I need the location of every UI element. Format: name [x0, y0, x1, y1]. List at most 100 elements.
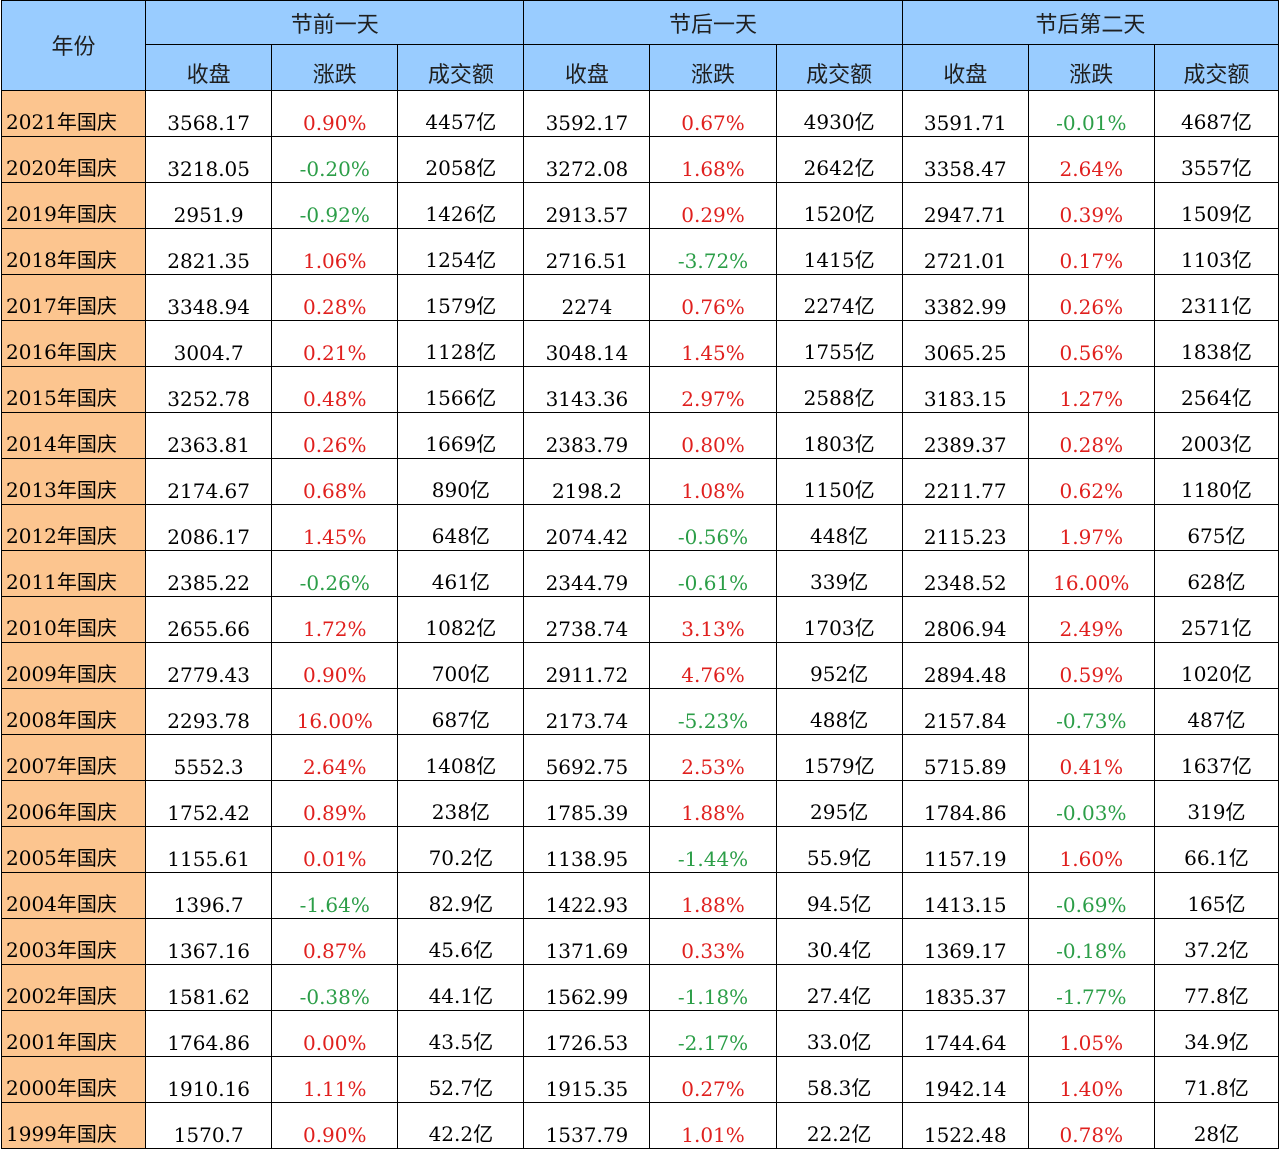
- year-column-header: 年份: [0, 0, 147, 91]
- table-row: 2007年国庆 5552.3 2.64% 1408亿 5692.75 2.53% 1579亿…: [0, 734, 1280, 781]
- close-cell: 2274: [523, 274, 651, 321]
- volume-cell: 2274亿: [775, 274, 903, 321]
- year-cell: 2019年国庆: [0, 182, 147, 229]
- change-cell: -1.18%: [649, 964, 777, 1011]
- change-cell: 0.01%: [271, 826, 399, 873]
- change-cell: 0.59%: [1027, 642, 1155, 689]
- volume-cell: 648亿: [397, 504, 525, 551]
- change-cell: 2.53%: [649, 734, 777, 781]
- change-cell: -0.61%: [649, 550, 777, 597]
- change-cell: 2.64%: [1027, 136, 1155, 183]
- close-cell: 3218.05: [145, 136, 273, 183]
- change-cell: 0.33%: [649, 918, 777, 965]
- change-cell: 0.17%: [1027, 228, 1155, 275]
- change-cell: -1.64%: [271, 872, 399, 919]
- table-row: 2004年国庆 1396.7 -1.64% 82.9亿 1422.93 1.88% 94.5…: [0, 872, 1280, 919]
- volume-cell: 33.0亿: [775, 1010, 903, 1057]
- change-cell: 0.90%: [271, 90, 399, 137]
- column-header-change: 涨跌: [649, 44, 777, 91]
- close-cell: 1522.48: [901, 1102, 1029, 1149]
- year-cell: 2006年国庆: [0, 780, 147, 827]
- header-column-row: 收盘 涨跌 成交额 收盘 涨跌 成交额 收盘 涨跌 成交额: [2, 44, 1280, 91]
- change-cell: 16.00%: [271, 688, 399, 735]
- change-cell: -5.23%: [649, 688, 777, 735]
- table-row: 2017年国庆 3348.94 0.28% 1579亿 2274 0.76% 2274亿 33…: [0, 274, 1280, 321]
- year-cell: 2000年国庆: [0, 1056, 147, 1103]
- close-cell: 2913.57: [523, 182, 651, 229]
- table-row: 2002年国庆 1581.62 -0.38% 44.1亿 1562.99 -1.18% 27…: [0, 964, 1280, 1011]
- volume-cell: 687亿: [397, 688, 525, 735]
- volume-cell: 1180亿: [1153, 458, 1280, 505]
- volume-cell: 34.9亿: [1153, 1010, 1280, 1057]
- close-cell: 1562.99: [523, 964, 651, 1011]
- volume-cell: 488亿: [775, 688, 903, 735]
- volume-cell: 2564亿: [1153, 366, 1280, 413]
- change-cell: 0.87%: [271, 918, 399, 965]
- change-cell: 0.80%: [649, 412, 777, 459]
- volume-cell: 1637亿: [1153, 734, 1280, 781]
- close-cell: 2344.79: [523, 550, 651, 597]
- close-cell: 5552.3: [145, 734, 273, 781]
- close-cell: 1910.16: [145, 1056, 273, 1103]
- year-cell: 2003年国庆: [0, 918, 147, 965]
- year-cell: 2018年国庆: [0, 228, 147, 275]
- close-cell: 3143.36: [523, 366, 651, 413]
- change-cell: 0.48%: [271, 366, 399, 413]
- change-cell: 0.89%: [271, 780, 399, 827]
- close-cell: 1369.17: [901, 918, 1029, 965]
- close-cell: 2911.72: [523, 642, 651, 689]
- close-cell: 3272.08: [523, 136, 651, 183]
- change-cell: 1.68%: [649, 136, 777, 183]
- change-cell: -2.17%: [649, 1010, 777, 1057]
- change-cell: -0.69%: [1027, 872, 1155, 919]
- close-cell: 1138.95: [523, 826, 651, 873]
- column-header-close: 收盘: [523, 44, 651, 91]
- close-cell: 1371.69: [523, 918, 651, 965]
- table-row: 2009年国庆 2779.43 0.90% 700亿 2911.72 4.76% 952亿 2…: [0, 642, 1280, 689]
- close-cell: 5692.75: [523, 734, 651, 781]
- volume-cell: 1128亿: [397, 320, 525, 367]
- change-cell: -0.20%: [271, 136, 399, 183]
- change-cell: 2.49%: [1027, 596, 1155, 643]
- column-header-close: 收盘: [145, 44, 273, 91]
- year-cell: 2015年国庆: [0, 366, 147, 413]
- close-cell: 2806.94: [901, 596, 1029, 643]
- change-cell: 1.05%: [1027, 1010, 1155, 1057]
- change-cell: 1.45%: [271, 504, 399, 551]
- close-cell: 2894.48: [901, 642, 1029, 689]
- volume-cell: 1838亿: [1153, 320, 1280, 367]
- year-cell: 2010年国庆: [0, 596, 147, 643]
- volume-cell: 2058亿: [397, 136, 525, 183]
- volume-cell: 339亿: [775, 550, 903, 597]
- table-row: 2011年国庆 2385.22 -0.26% 461亿 2344.79 -0.61% 339…: [0, 550, 1280, 597]
- year-cell: 2011年国庆: [0, 550, 147, 597]
- close-cell: 3568.17: [145, 90, 273, 137]
- close-cell: 1537.79: [523, 1102, 651, 1149]
- volume-cell: 94.5亿: [775, 872, 903, 919]
- volume-cell: 2571亿: [1153, 596, 1280, 643]
- change-cell: 1.06%: [271, 228, 399, 275]
- change-cell: -3.72%: [649, 228, 777, 275]
- year-cell: 2007年国庆: [0, 734, 147, 781]
- table-row: 2020年国庆 3218.05 -0.20% 2058亿 3272.08 1.68% 264…: [0, 136, 1280, 183]
- volume-cell: 82.9亿: [397, 872, 525, 919]
- group-header-second-day-after: 节后第二天: [901, 0, 1280, 45]
- close-cell: 3048.14: [523, 320, 651, 367]
- change-cell: -0.73%: [1027, 688, 1155, 735]
- volume-cell: 448亿: [775, 504, 903, 551]
- change-cell: 1.11%: [271, 1056, 399, 1103]
- column-header-change: 涨跌: [271, 44, 399, 91]
- volume-cell: 1520亿: [775, 182, 903, 229]
- volume-cell: 43.5亿: [397, 1010, 525, 1057]
- change-cell: 0.39%: [1027, 182, 1155, 229]
- volume-cell: 1803亿: [775, 412, 903, 459]
- volume-cell: 238亿: [397, 780, 525, 827]
- table-row: 2015年国庆 3252.78 0.48% 1566亿 3143.36 2.97% 2588…: [0, 366, 1280, 413]
- group-header-day-after: 节后一天: [523, 0, 903, 45]
- volume-cell: 675亿: [1153, 504, 1280, 551]
- change-cell: 0.26%: [1027, 274, 1155, 321]
- volume-cell: 1566亿: [397, 366, 525, 413]
- group-header-before-holiday: 节前一天: [145, 0, 525, 45]
- change-cell: 0.76%: [649, 274, 777, 321]
